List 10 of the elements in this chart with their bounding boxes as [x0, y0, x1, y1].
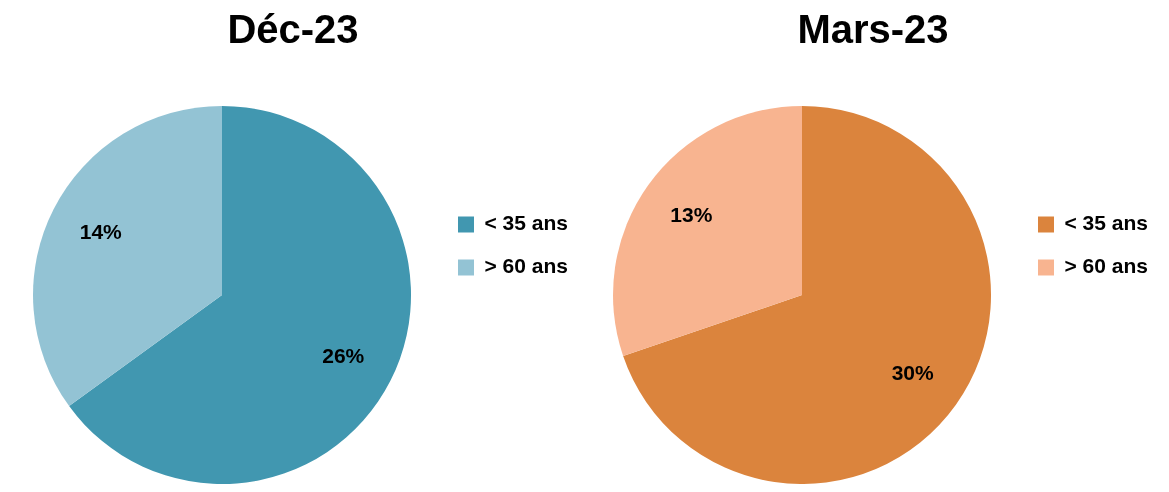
data-label: 13% [670, 202, 713, 226]
legend-label: > 60 ans [1064, 254, 1149, 278]
data-label: 30% [891, 360, 935, 384]
chart-title: Mars-23 [797, 7, 949, 52]
legend-label: < 35 ans [1064, 211, 1149, 235]
legend-label: < 35 ans [484, 211, 569, 235]
data-label: 14% [79, 220, 123, 244]
chart-title: Déc-23 [227, 7, 359, 52]
data-label: 26% [322, 343, 365, 367]
legend-label: > 60 ans [484, 254, 569, 278]
